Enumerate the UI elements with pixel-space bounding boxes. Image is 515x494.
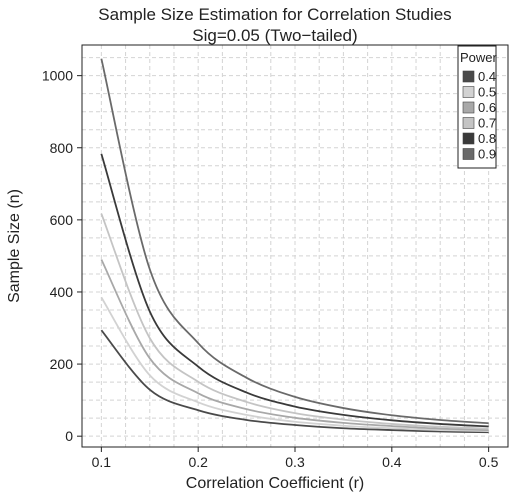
series-line-0.5 [100,296,489,433]
y-tick-label: 400 [50,284,74,300]
chart-subtitle: Sig=0.05 (Two−tailed) [192,26,357,45]
grid [82,45,508,447]
x-tick-label: 0.1 [92,454,112,470]
legend-label: 0.8 [478,131,496,146]
y-tick-label: 800 [50,140,74,156]
series-line-0.9 [100,58,489,425]
legend-label: 0.6 [478,100,496,115]
y-axis: 0 200 400 600 800 1000 [42,68,82,444]
x-axis: 0.1 0.2 0.3 0.4 0.5 [92,447,499,470]
series-line-0.8 [100,153,489,428]
series-line-0.7 [100,213,489,430]
chart-title: Sample Size Estimation for Correlation S… [98,5,451,24]
legend-swatch [462,70,475,83]
legend-label: 0.5 [478,85,496,100]
legend-swatch [462,117,475,129]
y-tick-label: 1000 [42,68,73,84]
legend-title: Power [460,50,498,65]
legend-label: 0.7 [478,116,496,131]
x-tick-label: 0.2 [188,454,208,470]
series-line-0.4 [100,329,489,434]
legend-label: 0.9 [478,147,496,162]
legend: Power 0.40.50.60.70.80.9 [457,45,498,169]
legend-swatch [462,86,475,98]
y-tick-label: 200 [50,356,74,372]
legend-swatch [462,101,475,114]
x-tick-label: 0.3 [285,454,305,470]
y-tick-label: 600 [50,212,74,228]
y-tick-label: 0 [65,428,73,444]
x-tick-label: 0.5 [479,454,499,470]
x-axis-label: Correlation Coefficient (r) [186,475,364,492]
x-tick-label: 0.4 [382,454,402,470]
series-lines [100,58,489,434]
legend-label: 0.4 [478,69,496,84]
series-line-0.6 [100,259,489,431]
y-axis-label: Sample Size (n) [6,189,23,303]
legend-swatch [462,132,475,145]
legend-swatch [462,148,475,160]
